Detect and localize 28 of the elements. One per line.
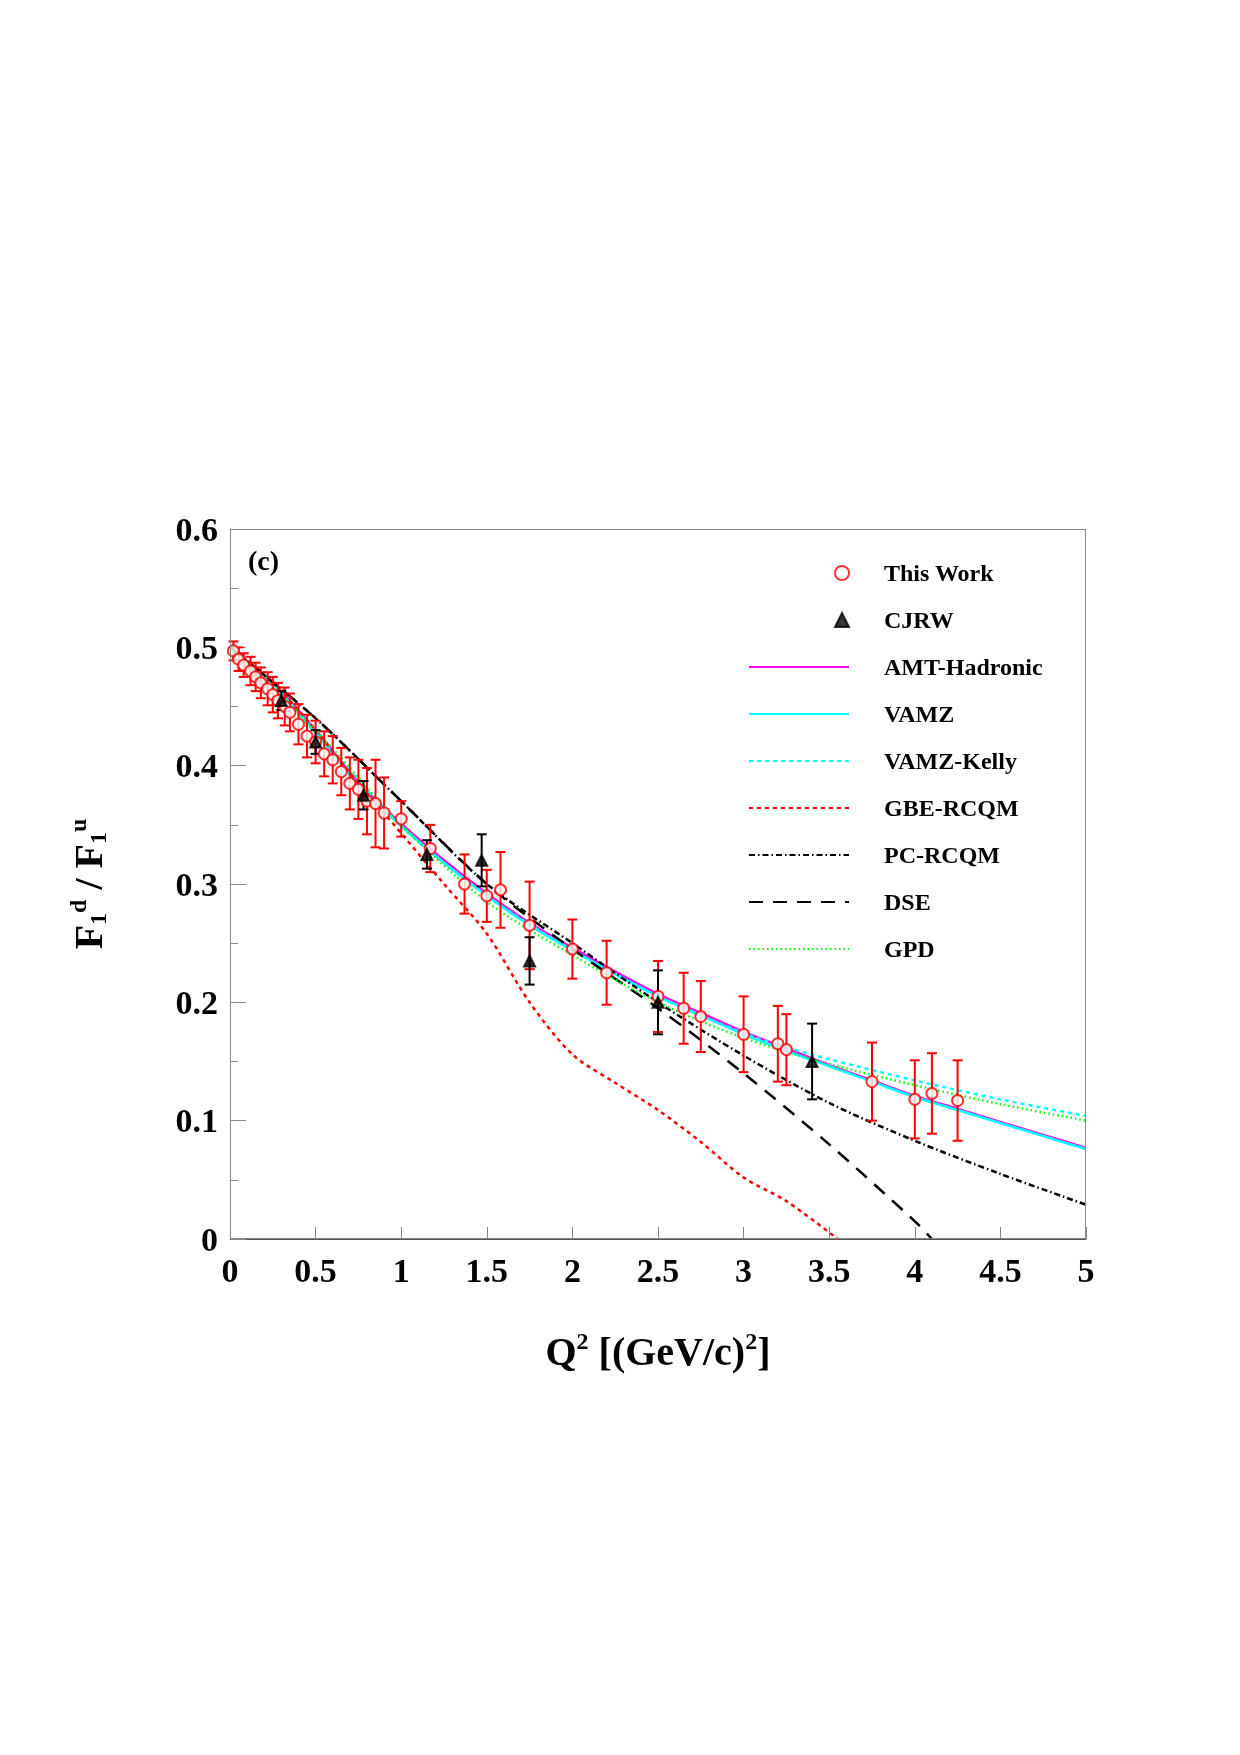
- legend-label: AMT-Hadronic: [884, 654, 1044, 680]
- legend-label: CJRW: [884, 607, 954, 633]
- x-tick-label: 1: [392, 1251, 410, 1289]
- x-tick-label: 0.5: [294, 1251, 337, 1289]
- y-tick-label: 0.1: [175, 1102, 218, 1140]
- legend-label: DSE: [884, 889, 931, 915]
- y-tick-label: 0.5: [175, 628, 218, 666]
- y-tick-label: 0: [201, 1220, 218, 1258]
- legend-label: GPD: [884, 936, 935, 962]
- y-tick-label: 0.3: [175, 865, 218, 903]
- legend-label: VAMZ-Kelly: [884, 748, 1017, 774]
- legend-label: GBE-RCQM: [884, 795, 1019, 821]
- x-tick-label: 2.5: [636, 1251, 680, 1289]
- y-tick-label: 0.4: [175, 747, 218, 785]
- y-tick-label: 0.6: [175, 510, 218, 548]
- y-axis-title: F1d / F1u: [65, 818, 111, 950]
- x-tick-label: 3.5: [807, 1251, 851, 1289]
- x-tick-label: 4: [906, 1251, 924, 1289]
- x-tick-label: 2: [563, 1251, 581, 1289]
- legend-label: This Work: [884, 560, 995, 586]
- annotation: (c): [248, 544, 280, 576]
- x-tick-label: 4.5: [979, 1251, 1022, 1289]
- x-tick-label: 3: [735, 1251, 753, 1289]
- x-tick-label: 5: [1077, 1251, 1095, 1289]
- legend-label: VAMZ: [884, 701, 955, 727]
- legend-label: PC-RCQM: [884, 842, 1000, 868]
- x-tick-label: 1.5: [465, 1251, 509, 1289]
- y-tick-label: 0.2: [175, 983, 218, 1021]
